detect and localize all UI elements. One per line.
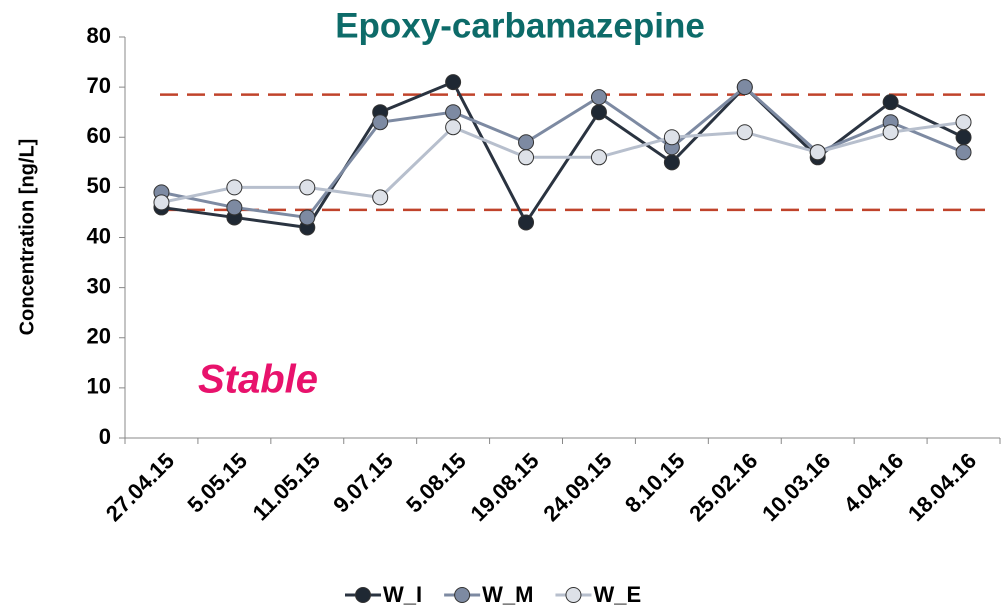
data-point <box>518 134 535 151</box>
x-tick-label: 8.10.15 <box>620 448 690 518</box>
y-tick-label: 0 <box>99 424 111 449</box>
data-point <box>882 124 899 141</box>
x-tick-label: 5.05.15 <box>182 448 252 518</box>
series-line <box>161 120 964 204</box>
data-point <box>663 129 680 146</box>
data-point <box>445 104 462 121</box>
x-tick-label: 27.04.15 <box>101 448 179 526</box>
x-tick-label: 4.04.16 <box>839 448 909 518</box>
x-tick-label: 24.09.15 <box>538 448 616 526</box>
legend-marker <box>355 587 371 603</box>
data-point <box>372 114 389 131</box>
data-point <box>445 74 462 91</box>
y-tick-label: 40 <box>87 223 111 248</box>
y-tick-label: 20 <box>87 324 111 349</box>
data-point <box>518 149 535 166</box>
data-point <box>372 189 389 206</box>
x-tick-label: 5.08.15 <box>401 448 471 518</box>
x-tick-label: 25.02.16 <box>684 448 762 526</box>
y-tick-label: 70 <box>87 73 111 98</box>
data-point <box>882 94 899 111</box>
data-point <box>955 129 972 146</box>
x-tick-label: 11.05.15 <box>248 448 325 525</box>
chart-title: Epoxy-carbamazepine <box>335 6 705 45</box>
data-point <box>226 179 243 196</box>
data-point <box>590 149 607 166</box>
data-point <box>226 199 243 216</box>
annotation: Stable <box>198 358 318 402</box>
y-tick-label: 60 <box>87 123 111 148</box>
data-point <box>299 179 316 196</box>
legend-label: W_E <box>593 582 641 607</box>
series-line <box>161 80 965 230</box>
data-point <box>955 114 972 131</box>
data-point <box>299 209 316 226</box>
data-point <box>809 144 826 161</box>
data-point <box>153 194 170 211</box>
data-point <box>445 119 462 136</box>
data-point <box>663 154 680 171</box>
y-tick-label: 30 <box>87 273 111 298</box>
data-point <box>590 89 607 106</box>
legend-marker <box>454 587 471 603</box>
y-tick-label: 50 <box>87 173 111 198</box>
y-tick-label: 10 <box>87 374 111 399</box>
series-line <box>161 85 965 220</box>
x-tick-label: 18.04.16 <box>903 448 981 526</box>
y-tick-label: 80 <box>87 23 111 48</box>
data-point <box>736 79 753 96</box>
x-tick-label: 19.08.15 <box>465 448 543 526</box>
x-tick-label: 9.07.15 <box>328 448 398 518</box>
x-tick-label: 10.03.16 <box>757 448 835 526</box>
data-point <box>590 104 607 121</box>
data-point <box>736 124 753 141</box>
legend-marker <box>565 587 582 603</box>
data-point <box>955 144 972 161</box>
legend-label: W_I <box>383 582 422 607</box>
y-axis-label: Concentration [ng/L] <box>16 139 38 336</box>
legend-label: W_M <box>482 582 533 607</box>
data-point <box>518 214 535 231</box>
